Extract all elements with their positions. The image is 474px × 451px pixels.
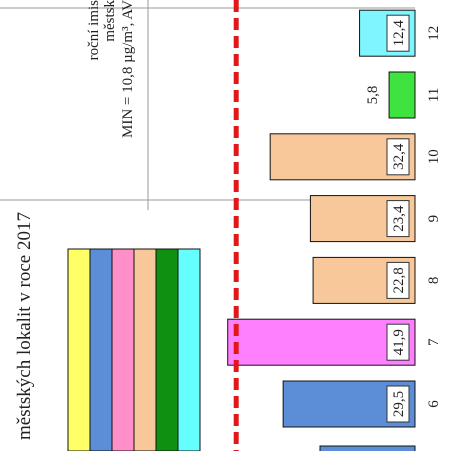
value-label-text: 22,8 [391,267,407,293]
value-label-text: 41,9 [391,329,407,355]
note-line-1: roční imis [86,0,102,60]
legend-swatch-6 [177,248,201,451]
value-label-9: 23,4 [386,200,410,238]
tick-label-8: 8 [426,277,442,285]
tick-label-9: 9 [426,215,442,223]
legend-swatch-5 [155,248,179,451]
value-labels: 29,5 41,9 22,8 23,4 32,4 5,8 12,4 [365,14,410,423]
value-label-8: 22,8 [386,261,410,299]
legend-swatch-4 [133,248,157,451]
value-label-box [386,261,410,299]
value-label-12: 12,4 [386,14,410,52]
bar-partial [319,445,416,451]
legend-swatch-3 [111,248,135,451]
value-label-10: 32,4 [386,138,410,176]
tick-label-11: 11 [426,88,442,102]
value-label-11: 5,8 [365,86,381,105]
tick-label-7: 7 [426,338,442,346]
value-label-text: 32,4 [391,143,407,170]
value-label-6: 29,5 [386,385,410,423]
value-label-7: 41,9 [386,323,410,361]
value-label-text: 12,4 [391,20,407,47]
value-label-box [386,323,410,361]
legend-swatch-2 [89,248,113,451]
tick-label-10: 10 [426,149,442,164]
chart-title: městských lokalit v roce 2017 [14,212,35,440]
value-label-text: 29,5 [391,391,407,417]
note-line-3: MIN = 10,8 µg/m³, AV [120,0,136,138]
legend-swatch-1 [67,248,91,451]
value-label-box [386,200,410,238]
value-label-box [386,385,410,423]
value-label-text: 5,8 [365,86,381,105]
legend [67,248,201,451]
tick-label-12: 12 [426,26,442,41]
value-label-text: 23,4 [391,205,407,232]
bar-7 [227,318,416,366]
value-label-box [386,138,410,176]
bar-11 [388,71,416,119]
tick-label-6: 6 [426,400,442,408]
x-tick-labels: 6 7 8 9 10 11 12 [426,26,442,408]
value-label-box [386,14,410,52]
note-line-2: městsk [102,0,118,42]
